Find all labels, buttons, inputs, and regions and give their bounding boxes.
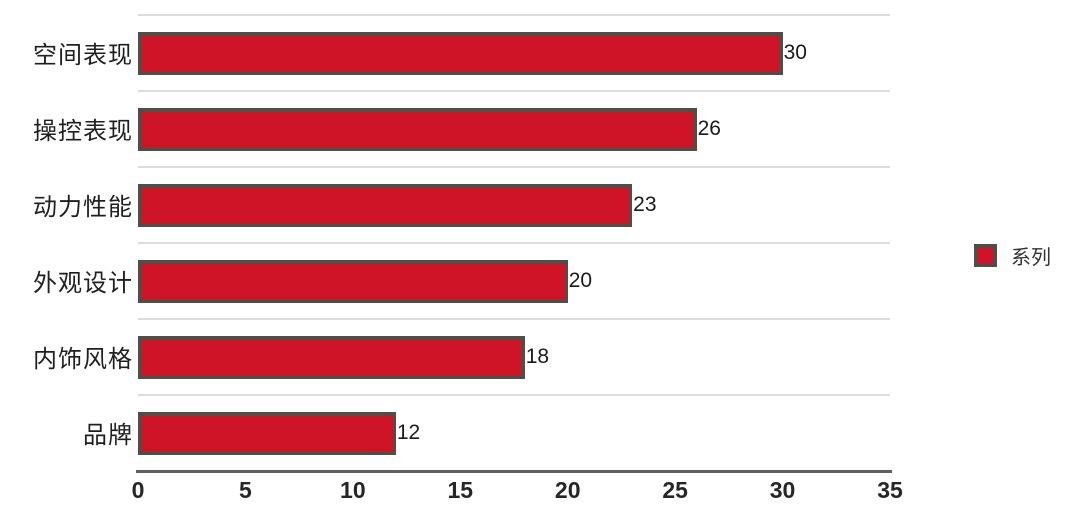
x-tick-label: 25 (662, 477, 688, 503)
bar[interactable] (138, 411, 396, 455)
bar[interactable] (138, 183, 633, 227)
bar-value-label: 26 (697, 117, 721, 140)
bar[interactable] (138, 259, 568, 303)
category-label: 动力性能 (33, 193, 133, 221)
bar[interactable] (138, 335, 525, 379)
bar-zone: 12 (138, 394, 890, 470)
x-axis-ticks: 0 5 10 15 20 25 30 35 (132, 477, 903, 505)
x-tick-label: 35 (877, 477, 903, 503)
bar[interactable] (138, 107, 697, 151)
bar-value-label: 20 (568, 269, 593, 292)
category-label: 内饰风格 (33, 345, 133, 373)
category-label: 操控表现 (33, 117, 133, 145)
x-tick-label: 10 (340, 477, 366, 503)
x-tick-label: 0 (131, 477, 145, 503)
category-label: 外观设计 (33, 269, 133, 297)
plot-area: 空间表现 30 操控表现 26 动力性能 23 外观设计 20 内饰风格 18 品牌 12 (0, 14, 890, 470)
bar-value-label: 30 (783, 41, 807, 64)
bar-row: 动力性能 23 (0, 166, 890, 242)
bar-zone: 26 (138, 90, 890, 166)
x-axis-line (136, 470, 892, 473)
x-tick-label: 30 (769, 477, 796, 503)
bar-value-label: 12 (396, 421, 421, 444)
legend-label: 系列 (1011, 247, 1051, 269)
legend-swatch-icon (974, 244, 997, 267)
category-label: 品牌 (83, 421, 133, 449)
bar-row: 空间表现 30 (0, 14, 890, 90)
bar-zone: 20 (138, 242, 890, 318)
bar-zone: 30 (138, 14, 890, 90)
bar-value-label: 23 (633, 193, 657, 216)
category-label: 空间表现 (33, 41, 133, 69)
bar-row: 外观设计 20 (0, 242, 890, 318)
bar-row: 品牌 12 (0, 394, 890, 470)
bar-row: 内饰风格 18 (0, 318, 890, 394)
legend[interactable]: 系列 (974, 241, 1051, 270)
bar-zone: 18 (138, 318, 890, 394)
x-tick-label: 5 (239, 477, 252, 503)
bar-zone: 23 (138, 166, 890, 242)
bar[interactable] (138, 31, 783, 75)
x-tick-label: 15 (447, 477, 474, 503)
bar-value-label: 18 (525, 345, 550, 368)
x-tick-label: 20 (554, 477, 581, 503)
bar-row: 操控表现 26 (0, 90, 890, 166)
